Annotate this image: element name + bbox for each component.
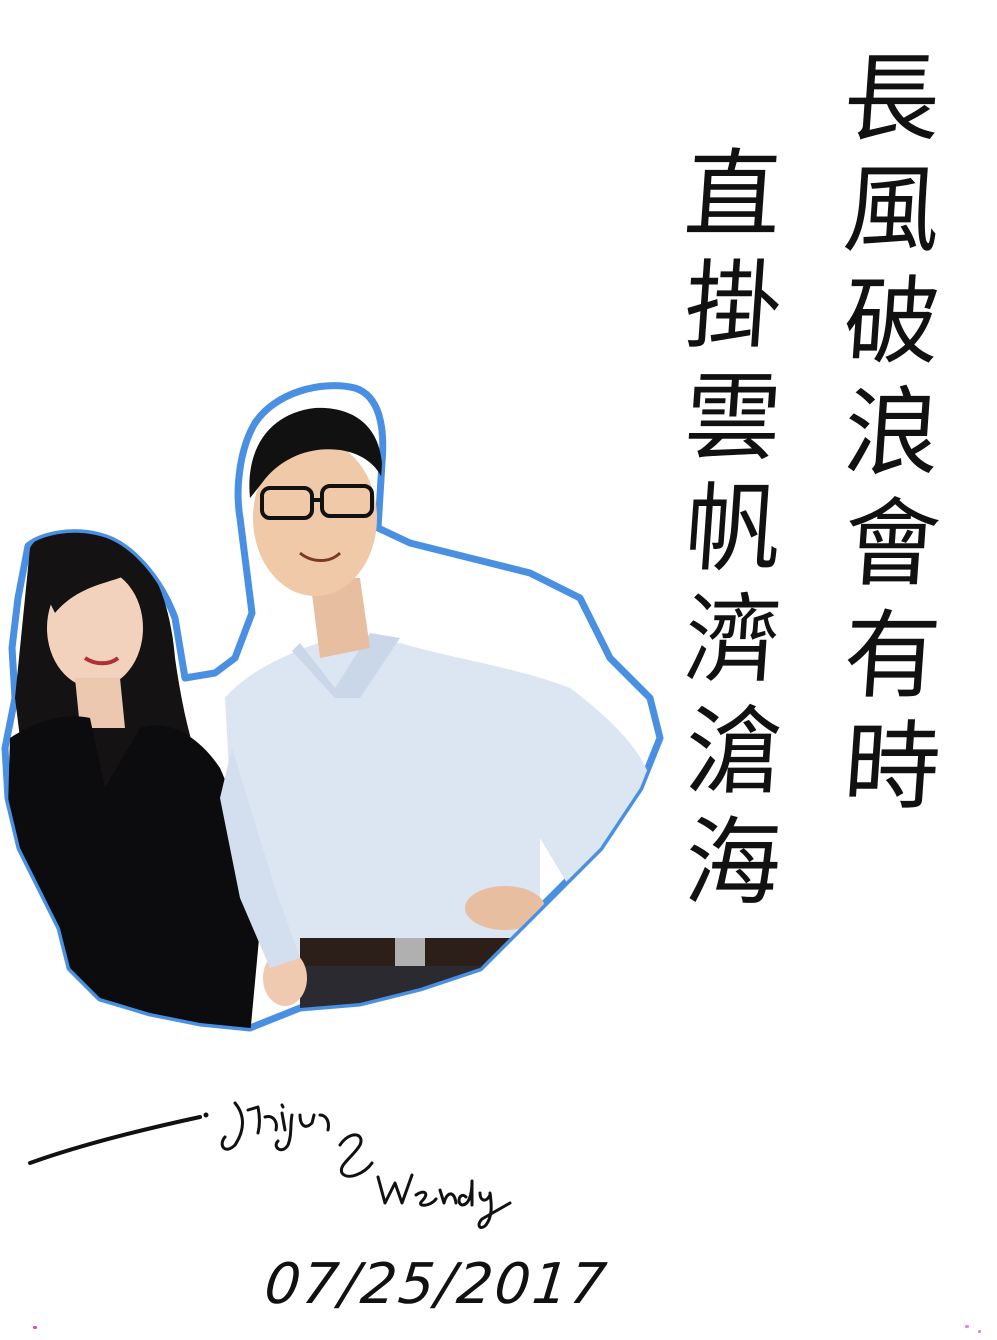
- poem-char: 掛: [681, 250, 785, 363]
- poem-char: 滄: [681, 695, 785, 808]
- poem-char: 濟: [681, 584, 785, 697]
- man-collar: [292, 633, 400, 698]
- signature: [20, 1085, 540, 1245]
- man-shirt: [225, 636, 650, 978]
- poem-line-2: 直 掛 雲 帆 濟 滄 海: [668, 139, 798, 920]
- date-label: 07/25/2017: [261, 1252, 612, 1317]
- stray-mark: [978, 1330, 981, 1333]
- poem-char: 時: [840, 711, 944, 824]
- poem-char: 海: [681, 807, 785, 920]
- poem-char: 雲: [681, 361, 785, 474]
- man-face: [253, 440, 377, 596]
- man-trousers: [300, 966, 510, 1029]
- glasses-icon: [260, 486, 314, 520]
- poem-char: 長: [840, 43, 944, 155]
- poem-char: 直: [681, 139, 785, 251]
- poem-char: 會: [840, 488, 944, 601]
- couple-photo: [0, 368, 672, 1036]
- stray-mark: [33, 1326, 37, 1329]
- poem-line-1: 長 風 破 浪 會 有 時: [827, 43, 957, 824]
- man-hair: [249, 407, 383, 498]
- poem-char: 破: [840, 265, 944, 378]
- poem-char: 有: [840, 599, 944, 712]
- woman-dress: [8, 716, 260, 1029]
- stray-mark: [965, 1325, 969, 1328]
- poem-char: 風: [840, 154, 944, 267]
- poem-char: 帆: [681, 473, 785, 586]
- poem-char: 浪: [840, 377, 944, 490]
